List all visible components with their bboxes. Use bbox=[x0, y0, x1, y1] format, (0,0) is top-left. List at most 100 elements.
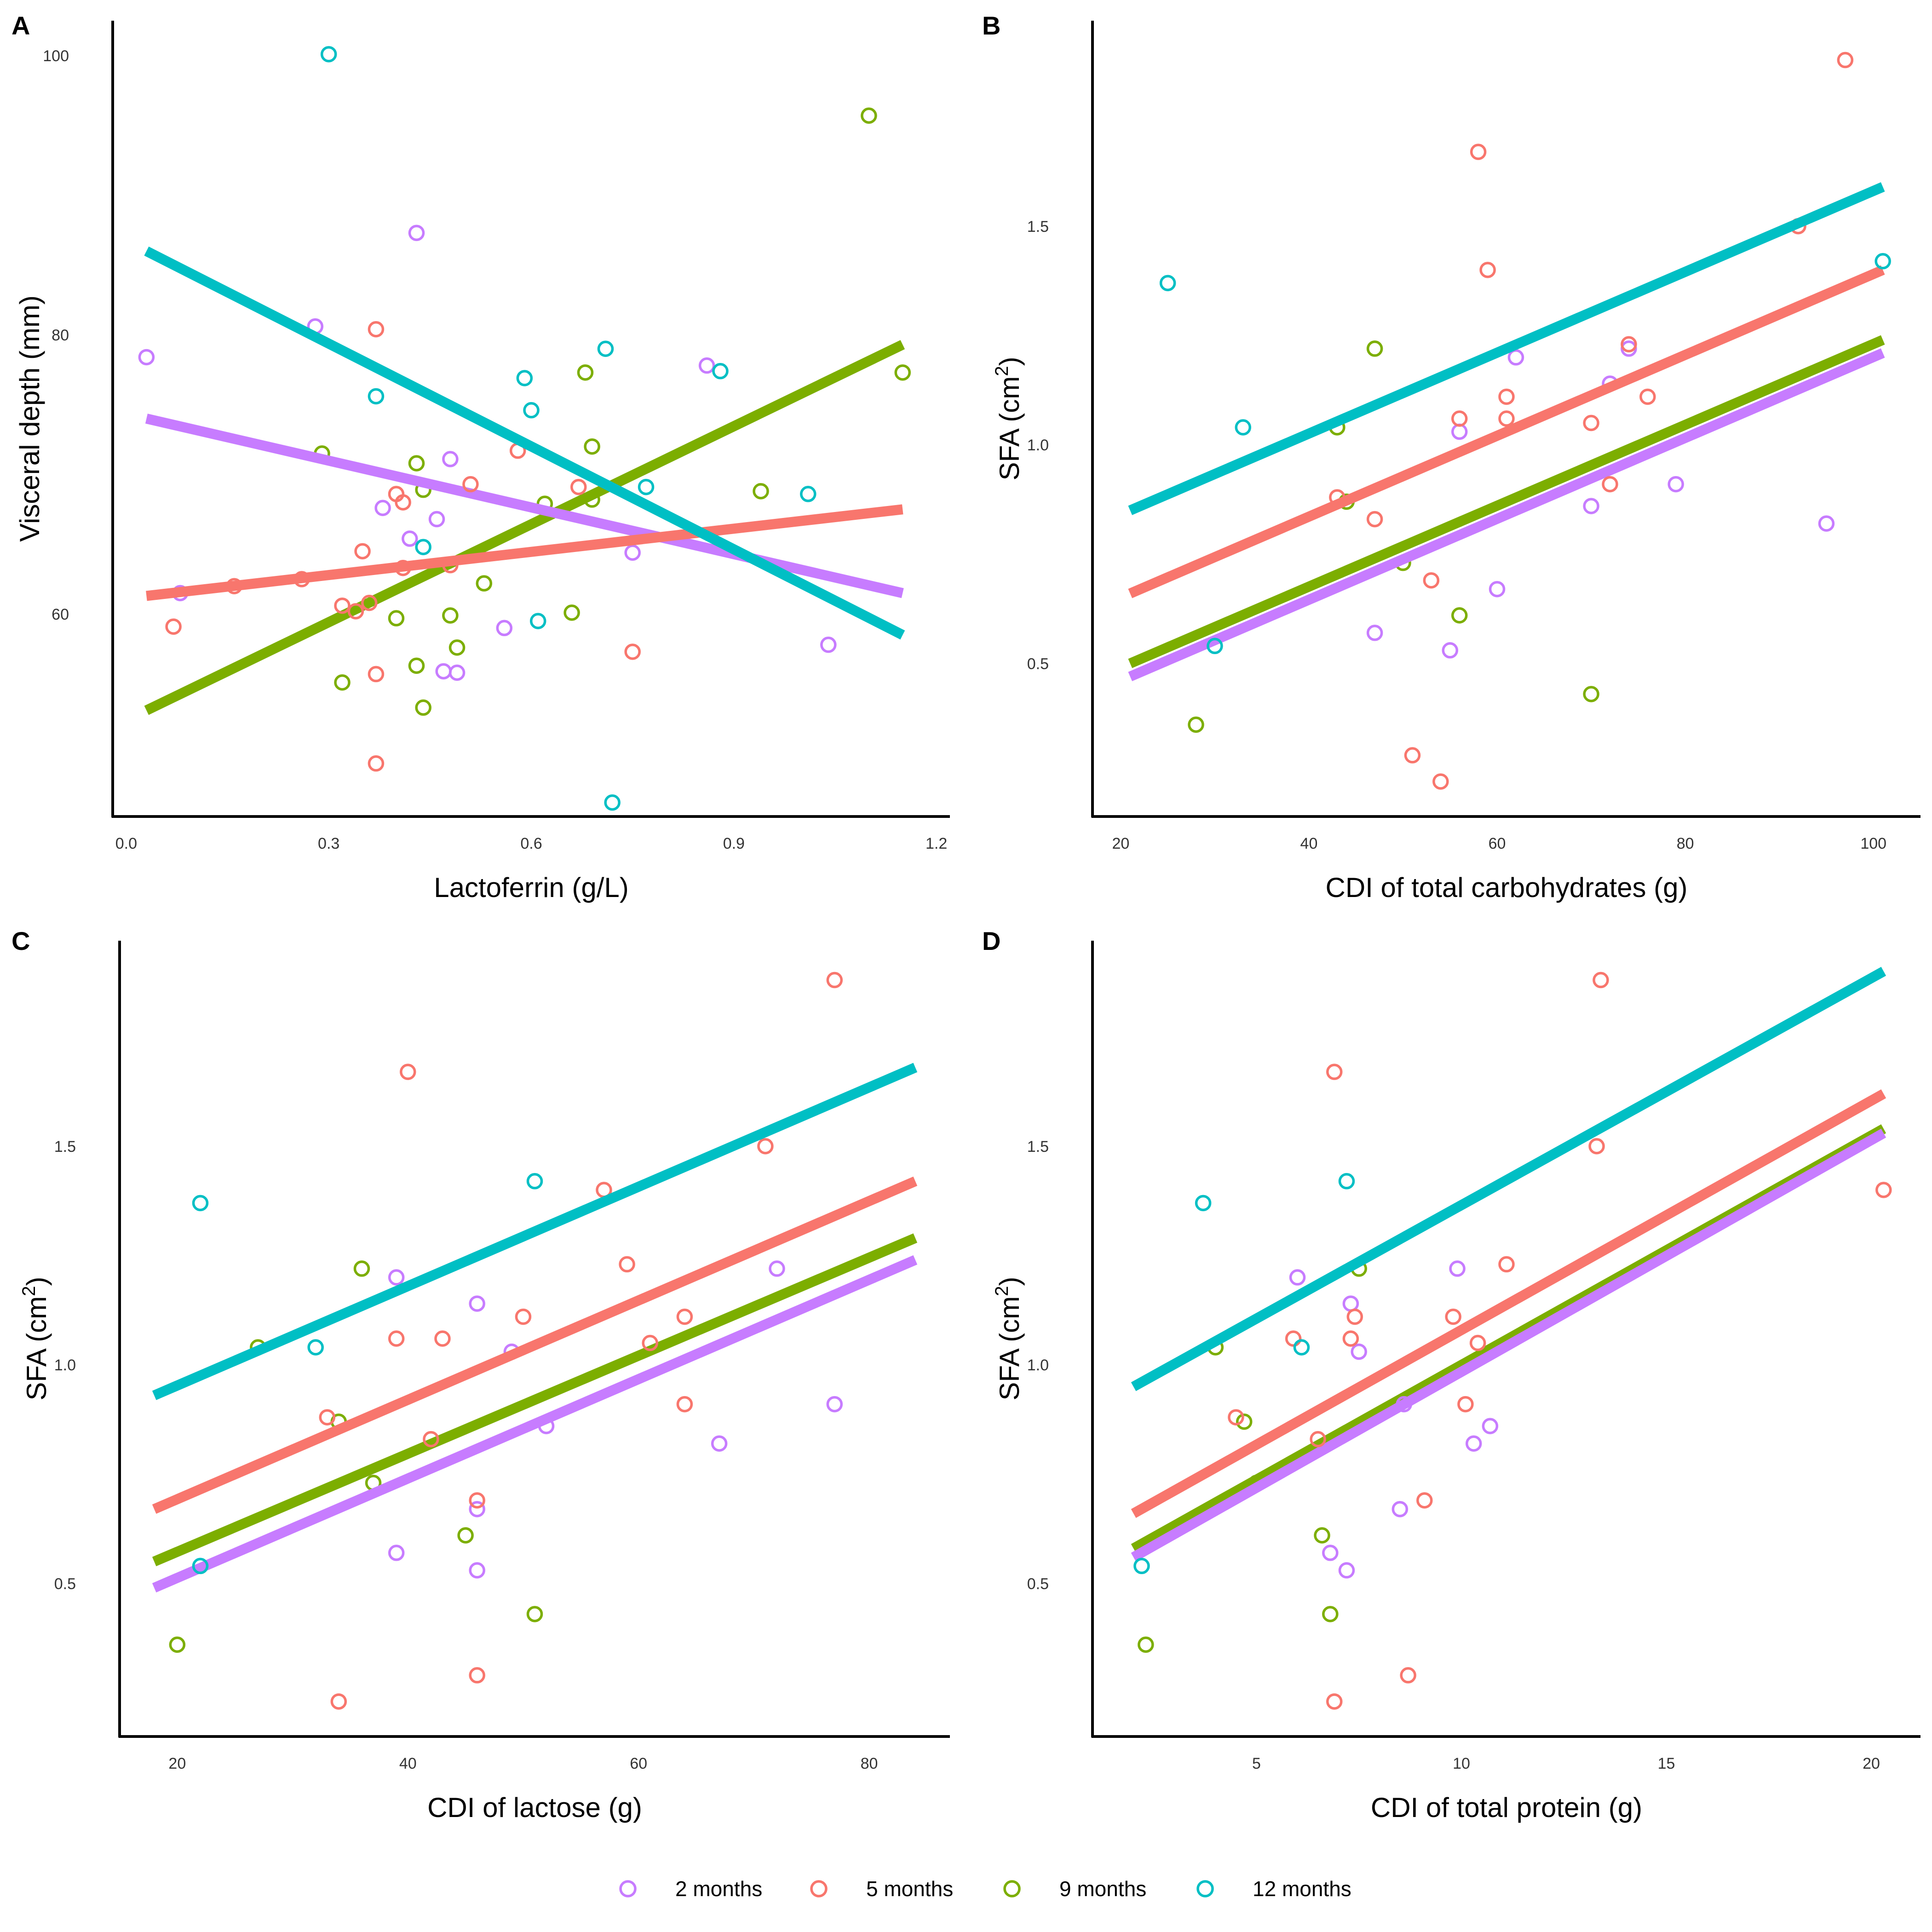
data-point bbox=[564, 604, 580, 621]
data-point bbox=[469, 1501, 485, 1518]
data-point bbox=[1621, 340, 1637, 357]
fit-line bbox=[144, 340, 905, 715]
x-tick-label: 5 bbox=[1252, 1755, 1261, 1772]
data-point bbox=[476, 575, 493, 592]
legend-label: 12 months bbox=[1253, 1877, 1351, 1901]
fit-line bbox=[152, 1063, 918, 1400]
data-point bbox=[1404, 747, 1421, 764]
data-point bbox=[1338, 1173, 1355, 1190]
data-point bbox=[642, 1334, 658, 1351]
y-tick-label: 1.5 bbox=[1027, 218, 1049, 236]
data-point bbox=[604, 794, 621, 811]
data-point bbox=[442, 607, 459, 624]
data-point bbox=[1235, 419, 1252, 436]
data-point bbox=[1583, 414, 1599, 431]
legend-item: 2 months bbox=[619, 1877, 762, 1901]
data-point bbox=[523, 402, 540, 419]
series-12-months bbox=[1131, 966, 1886, 1575]
fit-line bbox=[1128, 335, 1885, 668]
y-axis-title-main: SFA (cm bbox=[994, 376, 1025, 481]
data-point bbox=[1366, 625, 1383, 641]
panel-label: A bbox=[12, 11, 30, 40]
data-point bbox=[577, 364, 594, 381]
data-point bbox=[388, 1545, 405, 1561]
data-point bbox=[1207, 638, 1223, 655]
data-point bbox=[712, 363, 729, 380]
legend-item: 9 months bbox=[1003, 1877, 1146, 1901]
data-point bbox=[1392, 1501, 1409, 1518]
fit-line bbox=[1128, 182, 1885, 515]
data-point bbox=[462, 476, 479, 493]
data-point bbox=[1423, 572, 1440, 589]
legend-item: 12 months bbox=[1196, 1877, 1351, 1901]
data-point bbox=[1326, 1064, 1343, 1080]
series-2-months bbox=[152, 1255, 918, 1593]
data-point bbox=[584, 438, 600, 455]
legend: 2 months 5 months 9 months 12 months bbox=[619, 1877, 1351, 1901]
data-point bbox=[374, 500, 391, 516]
x-tick-label: 0.3 bbox=[318, 835, 339, 852]
data-point bbox=[1588, 1138, 1605, 1155]
data-point bbox=[395, 494, 411, 511]
x-tick-label: 20 bbox=[168, 1755, 186, 1772]
data-point bbox=[1668, 476, 1684, 493]
data-point bbox=[1583, 498, 1599, 514]
data-point bbox=[1285, 1330, 1302, 1347]
y-axis-title-end: ) bbox=[994, 1277, 1025, 1286]
data-point bbox=[1489, 581, 1506, 598]
data-point bbox=[388, 1330, 405, 1347]
panel-a: A 0.0 0.3 0.6 0.9 1.2 60 80 100 Lactoferrin (g/L)… bbox=[12, 11, 950, 903]
data-point bbox=[408, 657, 425, 674]
y-axis-title-superscript: 2 bbox=[992, 1286, 1012, 1296]
data-point bbox=[516, 370, 533, 386]
x-tick-label: 60 bbox=[630, 1755, 647, 1772]
data-point bbox=[415, 699, 431, 716]
data-point bbox=[469, 1492, 485, 1509]
series-12-months bbox=[1128, 182, 1891, 655]
series-12-months bbox=[152, 1063, 918, 1575]
data-point bbox=[698, 357, 715, 374]
fit-line bbox=[145, 414, 904, 598]
data-point bbox=[192, 1558, 209, 1575]
data-point bbox=[334, 597, 351, 614]
data-point bbox=[526, 1606, 543, 1622]
data-point bbox=[1195, 1195, 1212, 1212]
data-point bbox=[515, 1308, 532, 1325]
x-tick-label: 20 bbox=[1863, 1755, 1880, 1772]
data-point bbox=[1451, 423, 1468, 440]
legend-key-circle bbox=[1003, 1880, 1021, 1898]
legend-item: 5 months bbox=[810, 1877, 953, 1901]
data-point bbox=[624, 644, 641, 660]
data-point bbox=[1593, 972, 1609, 989]
data-point bbox=[138, 349, 155, 366]
data-point bbox=[529, 613, 546, 629]
data-point bbox=[894, 364, 911, 381]
fit-line bbox=[1131, 966, 1886, 1392]
data-point bbox=[1366, 340, 1383, 357]
y-tick-label: 1.0 bbox=[1027, 437, 1049, 454]
y-axis-title: SFA (cm2) bbox=[992, 357, 1025, 481]
data-point bbox=[169, 1636, 186, 1653]
data-point bbox=[1445, 1308, 1461, 1325]
data-point bbox=[1400, 1667, 1416, 1684]
data-point bbox=[1310, 1431, 1326, 1448]
data-point bbox=[402, 530, 418, 547]
data-point bbox=[1432, 773, 1449, 790]
data-point bbox=[1507, 349, 1524, 366]
data-point bbox=[1583, 686, 1599, 702]
data-point bbox=[1159, 275, 1176, 292]
data-point bbox=[1442, 642, 1459, 659]
data-point bbox=[469, 1295, 485, 1312]
series-5-months bbox=[1128, 52, 1885, 790]
legend-label: 2 months bbox=[675, 1877, 762, 1901]
plot-area bbox=[1131, 966, 1892, 1710]
x-tick-label: 0.9 bbox=[723, 835, 745, 852]
data-point bbox=[1482, 1418, 1499, 1434]
data-point bbox=[428, 511, 445, 528]
data-point bbox=[319, 1409, 335, 1426]
y-tick-label: 80 bbox=[52, 327, 69, 344]
fit-line bbox=[144, 246, 905, 640]
x-tick-label: 100 bbox=[1860, 835, 1886, 852]
data-point bbox=[388, 1269, 405, 1286]
legend-key-circle bbox=[619, 1880, 637, 1898]
